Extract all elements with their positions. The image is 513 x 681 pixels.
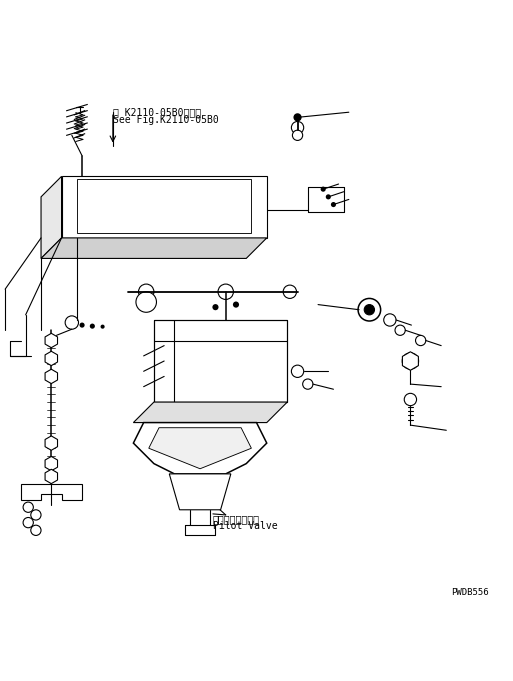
Circle shape [109, 203, 117, 211]
Circle shape [326, 194, 331, 200]
Circle shape [23, 518, 33, 528]
Text: See Fig.K2110-05B0: See Fig.K2110-05B0 [113, 115, 219, 125]
Circle shape [149, 448, 159, 458]
Circle shape [101, 325, 105, 329]
Circle shape [136, 291, 156, 313]
Circle shape [67, 487, 77, 497]
Circle shape [331, 202, 336, 207]
Polygon shape [45, 456, 57, 471]
Text: パイロットバルブ: パイロットバルブ [213, 514, 260, 524]
Circle shape [321, 187, 326, 192]
Circle shape [395, 325, 405, 335]
Circle shape [358, 298, 381, 321]
Circle shape [186, 477, 214, 506]
Circle shape [81, 198, 99, 217]
Circle shape [291, 121, 304, 133]
Circle shape [283, 285, 297, 298]
Circle shape [241, 448, 251, 458]
Circle shape [364, 304, 374, 315]
Circle shape [161, 373, 167, 379]
Polygon shape [41, 238, 267, 258]
Text: Pilot Valve: Pilot Valve [213, 521, 278, 531]
Polygon shape [62, 176, 267, 238]
Circle shape [250, 323, 263, 337]
Circle shape [188, 375, 202, 388]
Circle shape [23, 502, 33, 512]
Circle shape [148, 193, 160, 206]
Polygon shape [45, 351, 57, 366]
Circle shape [303, 379, 313, 390]
Polygon shape [41, 176, 62, 258]
Polygon shape [149, 428, 251, 469]
Circle shape [188, 323, 202, 337]
Polygon shape [402, 352, 419, 370]
Circle shape [218, 284, 233, 300]
Text: 第 K2110-05B0図参照: 第 K2110-05B0図参照 [113, 107, 201, 117]
Circle shape [192, 484, 208, 500]
Circle shape [149, 428, 159, 438]
Circle shape [241, 428, 251, 438]
Circle shape [139, 284, 154, 300]
Polygon shape [45, 469, 57, 484]
Circle shape [31, 510, 41, 520]
Circle shape [90, 323, 95, 329]
Circle shape [416, 335, 426, 346]
Text: PWDB556: PWDB556 [451, 588, 489, 597]
Polygon shape [45, 333, 57, 348]
Circle shape [292, 130, 303, 140]
Circle shape [161, 358, 167, 364]
Polygon shape [45, 369, 57, 383]
Circle shape [250, 375, 263, 388]
Circle shape [86, 203, 94, 211]
Circle shape [291, 365, 304, 377]
Polygon shape [154, 320, 287, 402]
Circle shape [293, 113, 302, 121]
Circle shape [31, 525, 41, 535]
Polygon shape [133, 423, 267, 474]
Circle shape [184, 193, 196, 206]
Polygon shape [77, 179, 251, 233]
Polygon shape [45, 436, 57, 450]
Circle shape [404, 394, 417, 406]
Circle shape [233, 302, 239, 308]
Circle shape [220, 193, 232, 206]
Polygon shape [133, 402, 287, 423]
Circle shape [384, 314, 396, 326]
Circle shape [212, 304, 219, 311]
Circle shape [402, 353, 419, 369]
Polygon shape [169, 474, 231, 510]
Circle shape [80, 323, 85, 328]
Circle shape [161, 343, 167, 349]
Circle shape [104, 198, 122, 217]
Circle shape [26, 487, 36, 497]
Circle shape [65, 316, 78, 329]
Polygon shape [21, 484, 82, 500]
